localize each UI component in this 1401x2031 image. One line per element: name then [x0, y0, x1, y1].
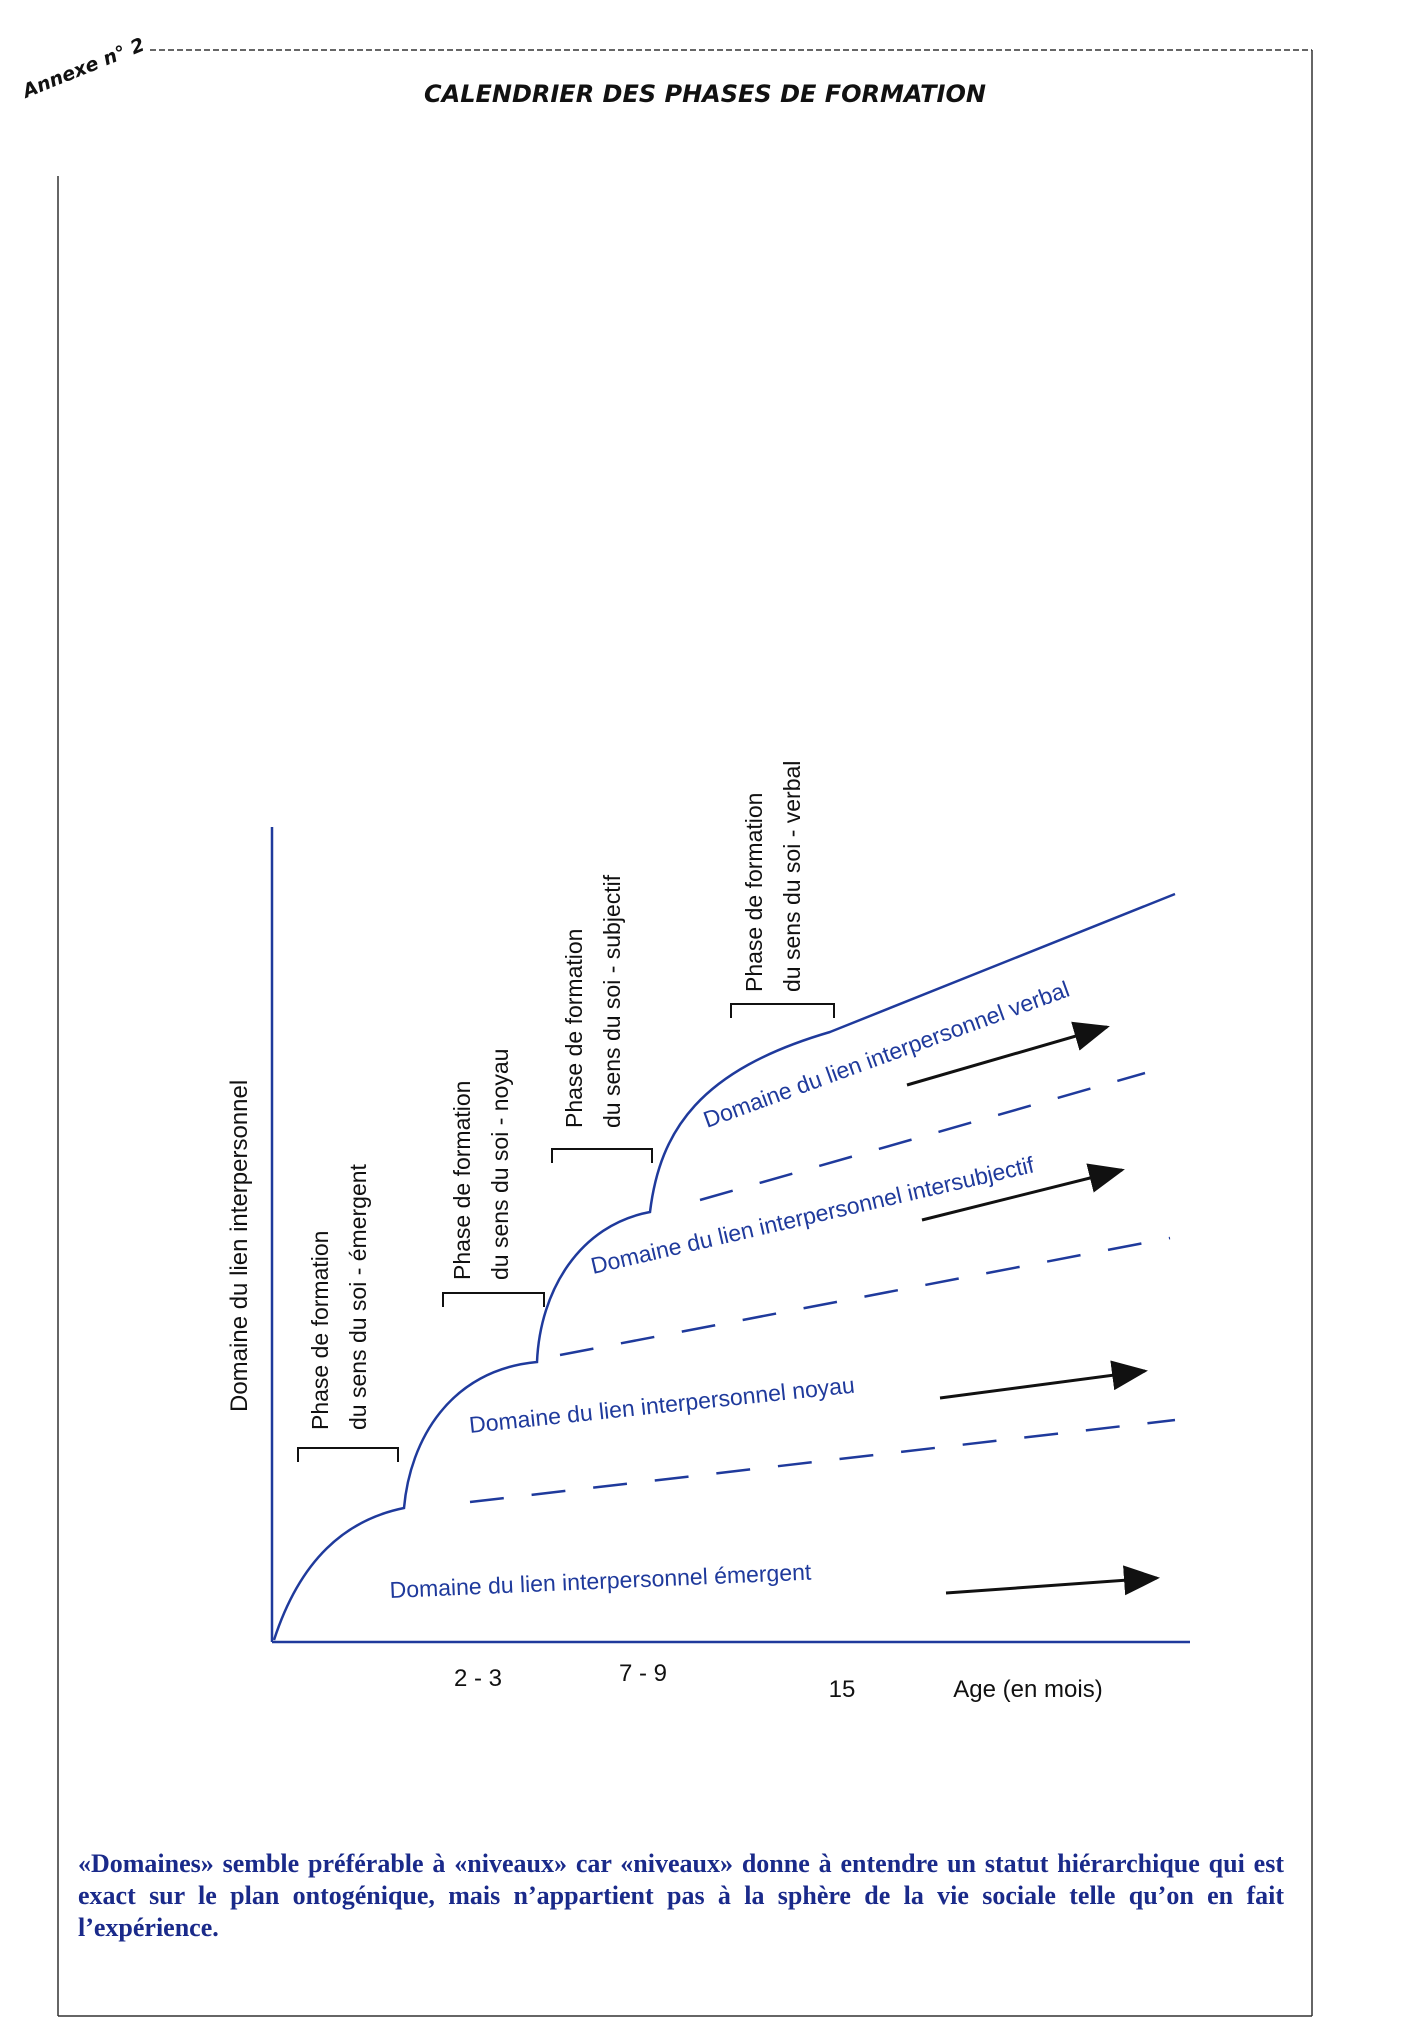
phase-bracket: [297, 1447, 399, 1462]
annex-label: Annexe n° 2: [18, 34, 148, 104]
x-tick-label: 7 - 9: [619, 1660, 667, 1687]
domain-label: Domaine du lien interpersonnel émergent: [389, 1559, 812, 1603]
phase-bracket: [730, 1003, 835, 1018]
y-axis-label: Domaine du lien interpersonnel: [226, 1080, 253, 1412]
svg-text:du sens du soi - subjectif: du sens du soi - subjectif: [599, 874, 625, 1128]
axes: [270, 827, 1190, 1644]
svg-text:du sens du soi - noyau: du sens du soi - noyau: [487, 1049, 513, 1280]
svg-text:du sens du soi - émergent: du sens du soi - émergent: [345, 1163, 371, 1430]
arrow-icon: [945, 1565, 1160, 1596]
phase-label: Phase de formation du sens du soi - subj…: [561, 874, 625, 1128]
x-axis-label: Age (en mois): [953, 1676, 1102, 1703]
arrow-icon: [939, 1360, 1148, 1400]
x-tick-label: 15: [829, 1676, 856, 1703]
arrow-icon: [921, 1163, 1125, 1222]
caption-text: «Domaines» semble préférable à «niveaux»…: [78, 1849, 1284, 1942]
svg-text:Phase de formation: Phase de formation: [449, 1081, 475, 1280]
x-tick-label: 2 - 3: [454, 1665, 502, 1692]
page-title: CALENDRIER DES PHASES DE FORMATION: [424, 80, 986, 108]
phase-bracket: [551, 1148, 653, 1163]
svg-text:Phase de formation: Phase de formation: [307, 1231, 333, 1430]
svg-text:Phase de formation: Phase de formation: [561, 929, 587, 1128]
phase-bracket: [442, 1292, 545, 1307]
phase-brackets: [297, 1003, 835, 1462]
domain-label: Domaine du lien interpersonnel noyau: [468, 1372, 856, 1438]
phase-label: Phase de formation du sens du soi - noya…: [449, 1049, 513, 1280]
domain-separators: [469, 1071, 1176, 1504]
phase-label: Phase de formation du sens du soi - verb…: [741, 761, 805, 992]
arrow-icon: [906, 1021, 1110, 1087]
development-curve: [272, 892, 1176, 1641]
phase-label: Phase de formation du sens du soi - émer…: [307, 1163, 371, 1430]
trend-arrows: [906, 1021, 1160, 1596]
svg-text:Phase de formation: Phase de formation: [741, 793, 767, 992]
svg-text:du sens du soi - verbal: du sens du soi - verbal: [779, 761, 805, 992]
domain-label: Domaine du lien interpersonnel intersubj…: [588, 1151, 1037, 1279]
page-frame: [57, 49, 1313, 2017]
